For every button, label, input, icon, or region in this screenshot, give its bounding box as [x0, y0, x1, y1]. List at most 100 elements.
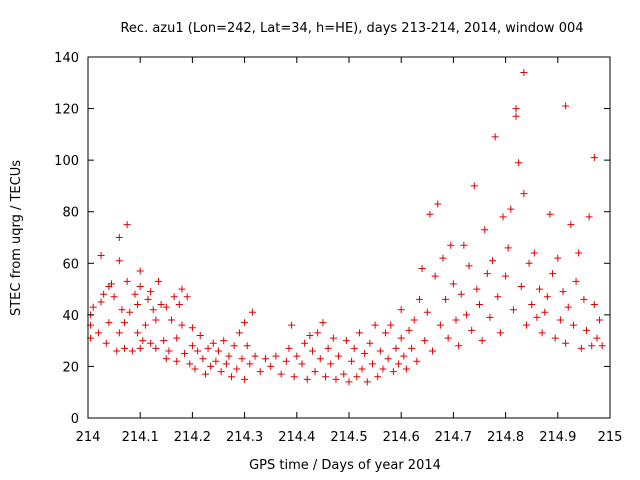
data-point — [549, 270, 557, 278]
data-point — [308, 347, 316, 355]
data-point — [413, 357, 421, 365]
data-point — [546, 210, 554, 218]
x-tick-label: 214 — [76, 430, 101, 445]
data-point — [215, 347, 222, 355]
data-point — [121, 344, 129, 352]
data-point — [178, 285, 186, 293]
data-point — [144, 295, 152, 303]
data-point — [541, 308, 549, 316]
data-point — [272, 352, 280, 360]
data-point — [238, 355, 246, 363]
data-point — [149, 306, 157, 314]
data-point — [423, 308, 431, 316]
data-point — [410, 316, 418, 324]
data-point — [350, 344, 358, 352]
data-point — [520, 190, 528, 198]
data-point — [577, 344, 585, 352]
data-point — [530, 249, 538, 257]
data-point — [186, 360, 194, 368]
data-point — [447, 241, 455, 249]
data-point — [596, 316, 604, 324]
data-point — [134, 301, 142, 309]
data-point — [115, 329, 123, 337]
data-point — [241, 319, 249, 327]
data-point — [397, 306, 405, 314]
data-point — [311, 368, 319, 376]
data-point — [261, 355, 269, 363]
data-point — [173, 334, 181, 342]
data-point — [282, 357, 290, 365]
data-point — [165, 347, 173, 355]
data-point — [97, 252, 105, 260]
data-point — [147, 339, 155, 347]
data-point — [387, 321, 395, 329]
data-point — [230, 342, 238, 350]
data-point — [583, 326, 591, 334]
data-point — [196, 331, 204, 339]
data-point — [426, 210, 434, 218]
data-point — [154, 277, 162, 285]
x-tick-label: 214.6 — [383, 430, 420, 445]
data-point — [128, 347, 136, 355]
data-point — [512, 105, 520, 113]
data-point — [429, 347, 437, 355]
data-point — [246, 360, 254, 368]
data-point — [248, 308, 256, 316]
data-point — [277, 370, 285, 378]
data-point — [402, 365, 410, 373]
data-point — [371, 321, 379, 329]
data-point — [556, 316, 564, 324]
data-point — [434, 200, 442, 208]
data-point — [319, 319, 327, 327]
data-point — [494, 293, 502, 301]
data-point — [342, 337, 350, 345]
x-tick-label: 214.8 — [487, 430, 524, 445]
data-point — [324, 344, 332, 352]
y-tick-label: 140 — [54, 51, 79, 66]
data-point — [160, 337, 168, 345]
data-point — [97, 298, 105, 306]
data-point — [590, 301, 598, 309]
data-point — [107, 280, 115, 288]
data-point — [491, 133, 499, 141]
data-point — [554, 254, 562, 262]
data-point — [562, 102, 570, 110]
x-tick-label: 214.5 — [330, 430, 367, 445]
data-point — [525, 259, 533, 267]
data-point — [139, 337, 147, 345]
data-point — [457, 290, 465, 298]
data-point — [348, 357, 356, 365]
data-point — [486, 313, 494, 321]
data-point — [178, 321, 186, 329]
x-axis-ticks: 214 214.1 214.2 214.3 214.4 214.5 214.6 214.7 21… — [76, 57, 622, 445]
y-tick-label: 120 — [54, 103, 79, 118]
data-point — [332, 375, 340, 383]
data-point — [256, 368, 264, 376]
data-point — [551, 334, 559, 342]
data-point — [509, 306, 517, 314]
data-point — [405, 326, 413, 334]
y-tick-label: 20 — [62, 360, 79, 375]
data-point — [162, 355, 170, 363]
data-point — [204, 344, 212, 352]
data-point — [100, 290, 108, 298]
data-point — [379, 365, 387, 373]
data-point — [465, 262, 473, 270]
data-point — [483, 270, 491, 278]
data-point — [418, 264, 426, 272]
data-point — [522, 321, 530, 329]
data-point — [470, 182, 478, 190]
data-point — [363, 378, 371, 386]
data-point — [442, 295, 450, 303]
data-point — [110, 293, 118, 301]
data-point — [233, 365, 241, 373]
data-point — [115, 234, 123, 241]
data-point — [345, 378, 353, 386]
data-point — [316, 355, 324, 363]
data-point — [199, 355, 207, 363]
data-point — [212, 357, 220, 365]
data-point — [340, 370, 348, 378]
data-point — [147, 288, 155, 296]
y-tick-label: 0 — [71, 412, 79, 427]
data-point — [462, 311, 470, 319]
